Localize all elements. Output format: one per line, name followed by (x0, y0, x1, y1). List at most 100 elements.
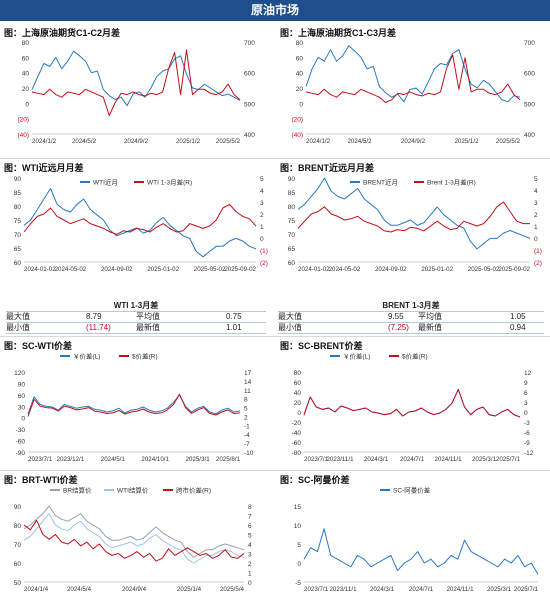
series-line (305, 45, 521, 103)
y-right-tick-label: 8 (248, 504, 252, 511)
x-tick-label: 2024/11/1 (434, 456, 462, 463)
y-right-tick-label: 1 (248, 571, 252, 578)
y-left-tick-label: 30 (18, 404, 26, 411)
y-right-tick-label: 0 (248, 580, 252, 587)
stats-min-value: (7.25) (388, 323, 409, 332)
y-right-tick-label: 11 (244, 388, 251, 395)
y-right-tick-label: -9 (524, 440, 530, 447)
stats-latest-value: 0.94 (510, 323, 526, 332)
x-tick-label: 2023/12/1 (57, 456, 85, 463)
x-tick-label: 2024/3/1 (364, 456, 389, 463)
y-right-tick-label: 7 (248, 514, 252, 521)
y-right-tick-label: (2) (260, 260, 268, 267)
y-left-tick-label: 0 (299, 101, 303, 108)
y-left-tick-label: -5 (295, 580, 301, 587)
y-left-tick-label: 120 (14, 370, 25, 377)
legend-label: BR结算价 (63, 486, 92, 495)
y-right-tick-label: 500 (244, 101, 255, 108)
stats-latest-label: 最新值 (136, 323, 160, 332)
y-right-tick-label: 5 (248, 533, 252, 540)
x-tick-label: 2024/7/1 (400, 456, 425, 463)
x-tick-label: 2025/3/1 (186, 456, 211, 463)
y-right-tick-label: 2 (260, 212, 264, 219)
chart-title: 图：WTI近远月月差 (4, 163, 84, 173)
chart-title: 图：SC-阿曼价差 (280, 475, 350, 485)
y-left-tick-label: 85 (288, 190, 296, 197)
y-right-tick-label: 400 (244, 132, 255, 139)
stats-title: WTI 1-3月差 (113, 301, 159, 310)
series-line (297, 177, 531, 250)
y-left-tick-label: 65 (14, 246, 22, 253)
x-tick-label: 2023/7/1 (304, 586, 329, 593)
y-right-tick-label: 4 (534, 188, 538, 195)
row-separator (0, 336, 550, 337)
x-tick-label: 2024-09-02 (375, 266, 407, 273)
x-tick-label: 2025-01-02 (147, 266, 179, 273)
series-line (27, 393, 241, 417)
x-tick-label: 2025/3/1 (487, 586, 512, 593)
legend-label: WTI近月 (93, 178, 118, 187)
chart-panel: 90858075706560543210(1)(2)2024-01-022024… (14, 176, 268, 273)
y-left-tick-label: 50 (14, 580, 22, 587)
x-tick-label: 2024-05-02 (329, 266, 361, 273)
series-line (23, 203, 257, 235)
y-left-tick-label: 70 (14, 232, 22, 239)
y-left-tick-label: 40 (22, 71, 30, 78)
y-right-tick-label: (2) (534, 260, 542, 267)
y-right-tick-label: 0 (534, 236, 538, 243)
row-separator (0, 158, 550, 159)
y-left-tick-label: 20 (296, 86, 304, 93)
y-left-tick-label: 60 (18, 393, 26, 400)
stats-mean-label: 平均值 (136, 312, 160, 321)
stats-max-label: 最大值 (278, 312, 302, 321)
y-left-tick-label: 40 (294, 390, 302, 397)
x-tick-label: 2024-09-02 (101, 266, 133, 273)
y-right-tick-label: 3 (260, 200, 264, 207)
y-left-tick-label: 70 (14, 542, 22, 549)
x-tick-label: 2024/7/1 (409, 586, 434, 593)
stats-latest-value: 1.01 (226, 323, 242, 332)
y-left-tick-label: 60 (288, 260, 296, 267)
x-tick-label: 2024/1/2 (306, 138, 331, 145)
y-right-tick-label: -1 (244, 423, 250, 430)
stats-max-label: 最大值 (6, 312, 30, 321)
y-left-tick-label: 60 (296, 55, 304, 62)
y-right-tick-label: -7 (244, 441, 250, 448)
chart-panel: 90858075706560543210(1)(2)2024-01-022024… (288, 176, 542, 273)
y-left-tick-label: 40 (296, 71, 304, 78)
y-left-tick-label: 15 (294, 504, 302, 511)
y-left-tick-label: 90 (288, 176, 296, 183)
stats-mean-value: 0.75 (226, 312, 242, 321)
y-left-tick-label: 0 (297, 561, 301, 568)
y-left-tick-label: 0 (25, 101, 29, 108)
y-left-tick-label: (20) (291, 117, 303, 124)
y-right-tick-label: 14 (244, 379, 252, 386)
y-left-tick-label: -20 (292, 420, 302, 427)
x-tick-label: 2024/9/2 (401, 138, 426, 145)
y-left-tick-label: -30 (16, 427, 26, 434)
x-tick-label: 2024/5/4 (67, 586, 92, 593)
chart-panel: 1209060300-30-60-90171411852-1-4-7-10202… (14, 352, 254, 464)
x-tick-label: 2025-01-02 (421, 266, 453, 273)
x-tick-label: 2024/10/1 (141, 456, 169, 463)
y-right-tick-label: 1 (260, 224, 264, 231)
x-tick-label: 2025/5/4 (220, 586, 245, 593)
y-left-tick-label: 60 (14, 561, 22, 568)
stats-mean-value: 1.05 (510, 312, 526, 321)
y-right-tick-label: 5 (244, 406, 248, 413)
y-left-tick-label: -90 (16, 450, 26, 457)
x-tick-label: 2025/3/1 (472, 456, 497, 463)
y-right-tick-label: -12 (524, 450, 534, 457)
stats-latest-label: 最新值 (418, 323, 442, 332)
y-right-tick-label: -3 (524, 420, 530, 427)
y-left-tick-label: (40) (17, 132, 29, 139)
stats-min-label: 最小值 (278, 323, 302, 332)
y-right-tick-label: 12 (524, 370, 532, 377)
y-right-tick-label: 500 (524, 101, 535, 108)
y-left-tick-label: -40 (292, 430, 302, 437)
x-tick-label: 2025/7/1 (496, 456, 521, 463)
legend-label: ￥价差(L) (73, 352, 100, 361)
y-right-tick-label: 5 (534, 176, 538, 183)
x-tick-label: 2025/1/2 (176, 138, 201, 145)
